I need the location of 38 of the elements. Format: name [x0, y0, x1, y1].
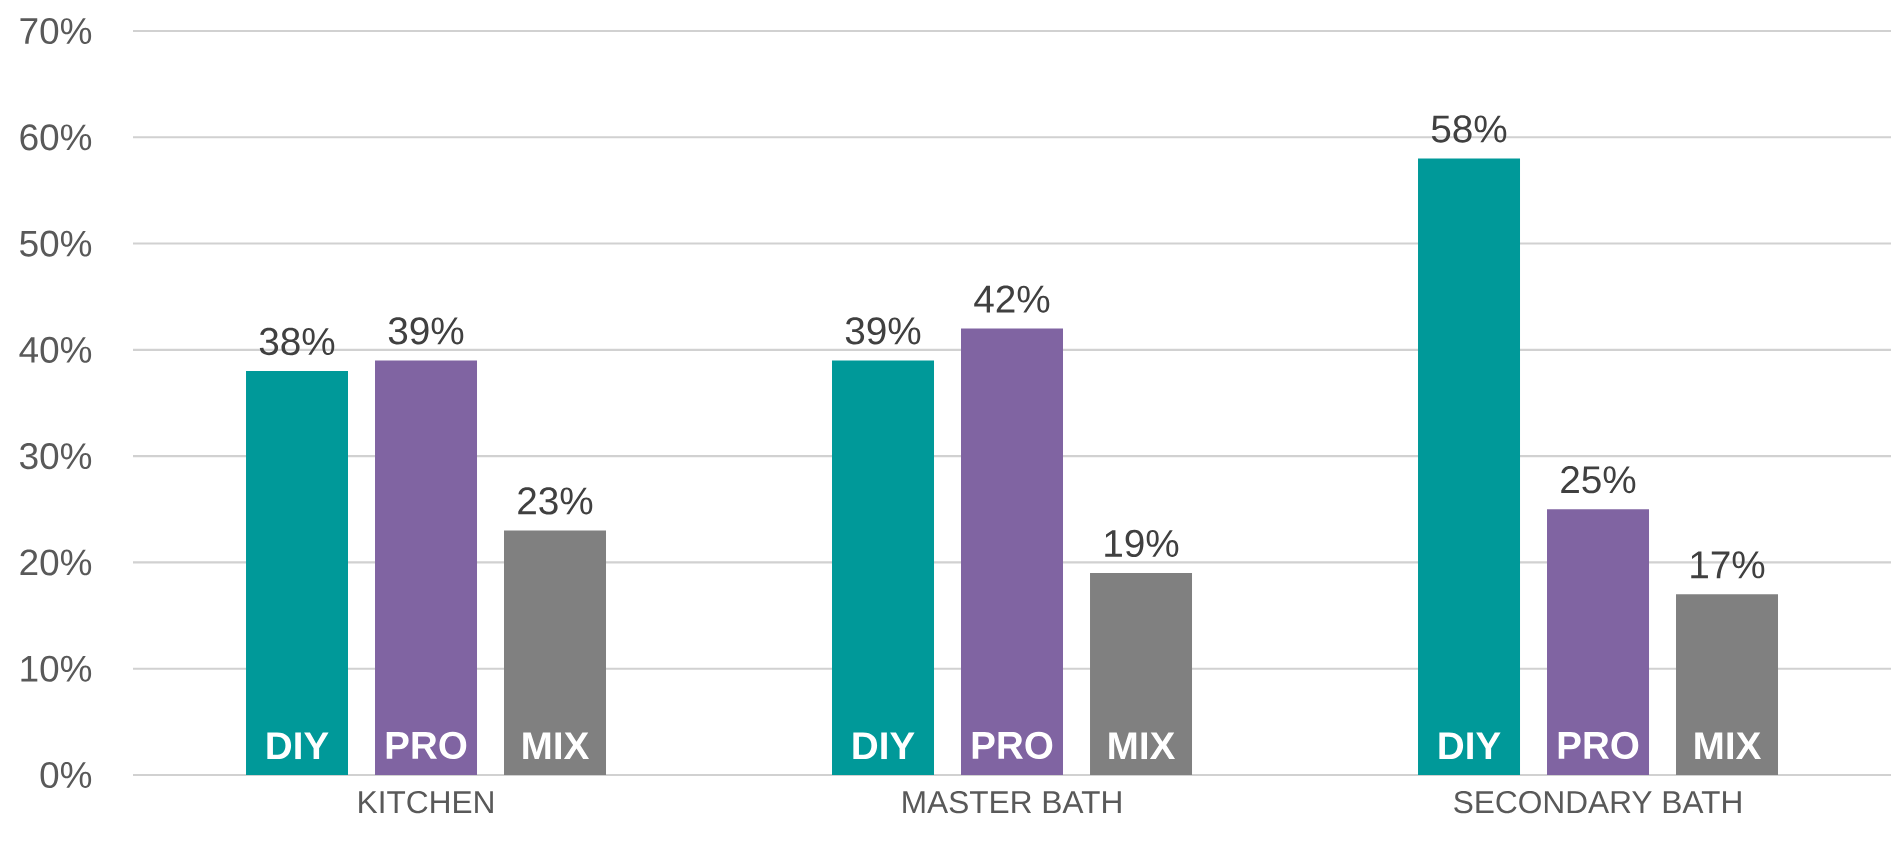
y-tick-label: 40% — [19, 336, 92, 363]
bar — [375, 360, 478, 775]
bar — [961, 328, 1064, 775]
bar — [1090, 573, 1193, 775]
text: MIX — [1109, 732, 1176, 760]
data-label: 42% — [974, 285, 1050, 313]
y-tick-label: 60% — [20, 124, 92, 151]
y-tick-label: 50% — [20, 230, 92, 257]
y-tick-label: 30% — [19, 443, 92, 470]
data-label: 38% — [259, 327, 335, 356]
data-label: 23% — [518, 487, 593, 515]
text: PRO — [386, 731, 467, 760]
series-label: PRO — [972, 731, 1053, 760]
bar — [1418, 158, 1521, 775]
data-label: 19% — [1105, 529, 1179, 558]
series-label: DIY — [267, 732, 329, 760]
data-label: 17% — [1691, 551, 1765, 579]
x-tick-label: SECONDARY BATH — [1454, 790, 1741, 814]
bar — [1676, 594, 1779, 775]
series-label: MIX — [523, 732, 590, 760]
data-label: 39% — [845, 317, 921, 345]
text: DIY — [1439, 732, 1501, 760]
data-label: 25% — [1561, 466, 1636, 494]
text: DIY — [853, 732, 915, 760]
y-tick-label: 70% — [20, 17, 92, 45]
y-tick-label: 0% — [40, 761, 92, 789]
x-tick-label: KITCHEN — [359, 790, 493, 814]
bar — [1547, 509, 1650, 775]
data-label: 58% — [1431, 115, 1507, 143]
data-label: 39% — [388, 317, 464, 345]
bar — [246, 371, 348, 775]
y-tick-label: 10% — [21, 655, 92, 682]
text: MIX — [1695, 732, 1762, 760]
bar — [832, 360, 935, 775]
y-tick-label: 20% — [20, 549, 92, 576]
bar — [504, 530, 607, 775]
text: PRO — [1558, 731, 1639, 760]
x-tick-label: MASTER BATH — [903, 790, 1121, 814]
